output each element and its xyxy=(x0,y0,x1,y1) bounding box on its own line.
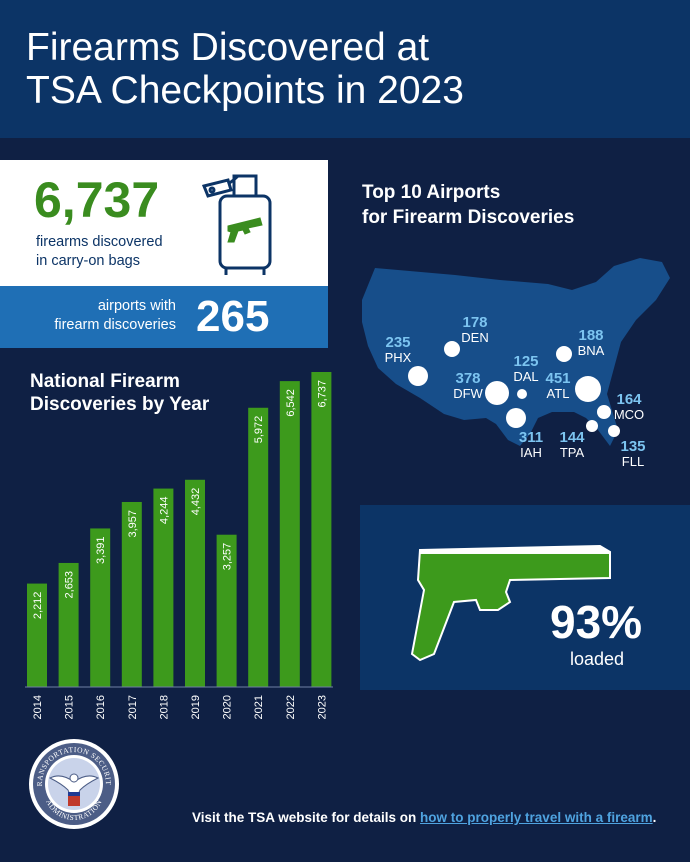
airport-code-mco: MCO xyxy=(614,407,644,422)
bar-2015 xyxy=(58,562,79,687)
bar-value-label: 4,244 xyxy=(158,497,170,525)
firearms-stat-panel xyxy=(0,160,328,286)
airports-label-line1: airports with xyxy=(97,298,176,314)
airport-count-atl: 451 xyxy=(545,370,570,387)
tsa-seal-icon: TRANSPORTATION SECURITY ADMINISTRATION xyxy=(28,738,119,829)
x-tick-label: 2018 xyxy=(158,695,170,719)
airport-code-bna: BNA xyxy=(578,343,605,358)
x-tick-label: 2019 xyxy=(190,695,202,719)
bar-value-label: 3,957 xyxy=(127,510,139,538)
airport-count-den: 178 xyxy=(462,314,487,331)
x-tick-label: 2020 xyxy=(222,695,234,719)
map-title-line2: for Firearm Discoveries xyxy=(362,207,575,228)
bar-2019 xyxy=(185,479,205,687)
firearm-travel-link[interactable]: how to properly travel with a firearm xyxy=(420,810,653,825)
x-tick-label: 2016 xyxy=(95,695,107,719)
x-tick-label: 2021 xyxy=(253,695,265,719)
airport-code-tpa: TPA xyxy=(560,445,585,460)
firearms-label: firearms discovered in carry-on bags xyxy=(36,233,206,271)
map-title-line1: Top 10 Airports xyxy=(362,182,501,203)
firearms-label-line1: firearms discovered xyxy=(36,234,163,250)
bar-value-label: 3,257 xyxy=(222,543,234,571)
bar-value-label: 3,391 xyxy=(95,536,107,564)
x-tick-label: 2015 xyxy=(64,695,76,719)
footer-prefix: Visit the TSA website for details on xyxy=(192,810,421,825)
airport-marker-mco xyxy=(597,405,611,419)
bar-2018 xyxy=(153,488,174,687)
bar-2016 xyxy=(90,528,111,687)
bar-value-label: 6,542 xyxy=(285,389,297,417)
airport-marker-dal xyxy=(517,389,527,399)
airport-marker-bna xyxy=(556,346,572,362)
airport-marker-phx xyxy=(408,366,428,386)
handgun-icon xyxy=(410,544,611,662)
firearms-total: 6,737 xyxy=(34,172,160,228)
airport-code-dfw: DFW xyxy=(453,386,483,401)
x-tick-label: 2022 xyxy=(285,695,297,719)
yearly-bar-chart: 2,212 2014 2,653 2015 3,391 2016 3,957 2017 4,24… xyxy=(25,372,333,719)
airport-count-tpa: 144 xyxy=(559,429,585,446)
header-banner: Firearms Discovered at TSA Checkpoints i… xyxy=(0,0,690,138)
bar-2020 xyxy=(216,534,237,687)
map-title: Top 10 Airports for Firearm Discoveries xyxy=(362,180,662,230)
airports-total: 265 xyxy=(196,292,270,341)
firearms-label-line2: in carry-on bags xyxy=(36,253,140,269)
page-title-line1: Firearms Discovered at xyxy=(26,26,430,69)
loaded-stat-panel xyxy=(360,505,690,690)
airport-count-fll: 135 xyxy=(620,438,645,455)
footer-suffix: . xyxy=(652,810,657,825)
airport-marker-iah xyxy=(506,408,526,428)
airport-count-bna: 188 xyxy=(578,327,603,344)
airport-marker-fll xyxy=(608,425,620,437)
airport-count-iah: 311 xyxy=(519,429,543,446)
airports-label: airports with firearm discoveries xyxy=(30,297,176,335)
chart-title-line1: National Firearm xyxy=(30,371,180,392)
airport-code-atl: ATL xyxy=(547,386,570,401)
airport-count-phx: 235 xyxy=(385,334,410,351)
loaded-label: loaded xyxy=(570,649,625,669)
airport-marker-dfw xyxy=(485,381,509,405)
loaded-percent: 93% xyxy=(550,596,643,648)
chart-title: National Firearm Discoveries by Year xyxy=(30,370,250,416)
airport-count-dal: 125 xyxy=(513,353,538,370)
chart-title-line2: Discoveries by Year xyxy=(30,394,210,415)
airports-label-line2: firearm discoveries xyxy=(54,317,176,333)
bar-2022 xyxy=(279,381,300,687)
airport-marker-atl xyxy=(575,376,601,402)
page-title-line2: TSA Checkpoints in 2023 xyxy=(26,69,464,112)
airport-code-iah: IAH xyxy=(520,445,542,460)
bar-value-label: 2,653 xyxy=(64,571,76,599)
bar-2021 xyxy=(248,407,269,687)
airports-stat-panel xyxy=(0,286,328,348)
airport-code-dal: DAL xyxy=(513,369,538,384)
x-tick-label: 2023 xyxy=(316,695,328,719)
airport-marker-den xyxy=(444,341,460,357)
suitcase-gun-icon xyxy=(201,174,272,275)
page-title: Firearms Discovered at TSA Checkpoints i… xyxy=(26,26,626,112)
bar-2017 xyxy=(121,501,142,687)
airport-code-fll: FLL xyxy=(622,454,644,469)
x-tick-label: 2014 xyxy=(32,695,44,719)
airport-marker-tpa xyxy=(586,420,598,432)
bar-2023 xyxy=(311,372,332,687)
x-tick-label: 2017 xyxy=(127,695,139,719)
bar-value-label: 4,432 xyxy=(190,488,202,516)
bar-2014 xyxy=(27,583,47,687)
airport-count-dfw: 378 xyxy=(455,370,480,387)
footer-note: Visit the TSA website for details on how… xyxy=(192,810,672,825)
bar-value-label: 2,212 xyxy=(32,592,44,620)
airport-count-mco: 164 xyxy=(616,391,642,408)
airport-code-den: DEN xyxy=(461,330,488,345)
bar-value-label: 5,972 xyxy=(253,416,265,444)
airport-code-phx: PHX xyxy=(385,350,412,365)
bar-value-label: 6,737 xyxy=(316,380,328,408)
